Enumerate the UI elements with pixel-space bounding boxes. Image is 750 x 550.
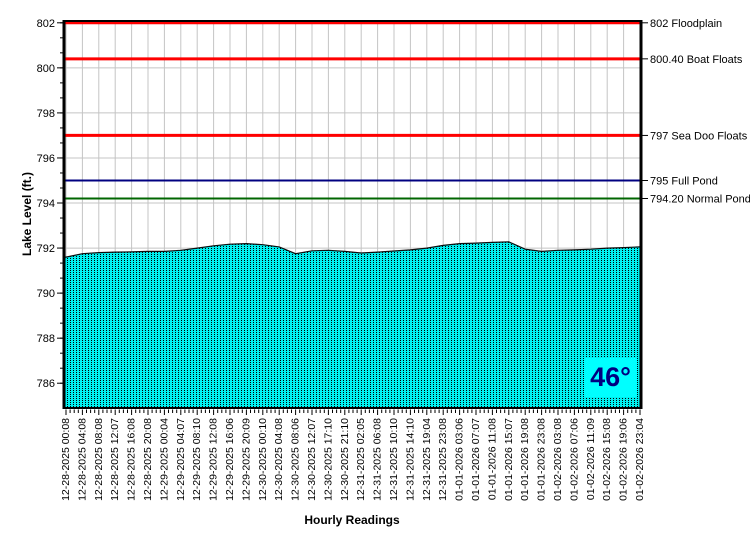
- x-axis-tick-label: 12-28-2025 16:08: [126, 418, 138, 501]
- x-axis-tick-label: 12-29-2025 08:10: [191, 418, 203, 501]
- x-axis-tick-label: 12-28-2025 04:08: [76, 418, 88, 501]
- x-axis-tick-label: 12-29-2025 04:07: [175, 418, 187, 501]
- x-axis-tick-label: 01-02-2026 19:06: [618, 418, 630, 501]
- x-axis-tick-label: 12-31-2025 06:08: [372, 418, 384, 501]
- x-axis-tick-label: 01-01-2026 15:07: [503, 418, 515, 501]
- x-axis-tick-label: 12-31-2025 19:04: [421, 418, 433, 501]
- x-axis-tick-label: 01-01-2026 03:06: [454, 418, 466, 501]
- temperature-badge: 46°: [584, 358, 637, 397]
- y-axis-tick-label: 802: [37, 18, 55, 30]
- y-axis-tick-label: 796: [37, 153, 55, 165]
- x-axis-tick-label: 12-31-2025 10:10: [388, 418, 400, 501]
- y-axis-tick-label: 786: [37, 378, 55, 390]
- x-axis-tick-label: 01-01-2026 23:08: [536, 418, 548, 501]
- x-axis-tick-label: 12-28-2025 20:08: [142, 418, 154, 501]
- x-axis-tick-label: 12-31-2025 14:10: [404, 418, 416, 501]
- x-axis-tick-label: 12-29-2025 16:06: [224, 418, 236, 501]
- x-axis-tick-label: 12-30-2025 08:06: [290, 418, 302, 501]
- x-axis-tick-label: 01-01-2026 19:08: [519, 418, 531, 501]
- reference-line-label: 802 Floodplain: [650, 18, 722, 30]
- x-axis-tick-label: 12-30-2025 04:08: [273, 418, 285, 501]
- y-axis-tick-label: 798: [37, 108, 55, 120]
- y-axis-tick-label: 794: [37, 198, 55, 210]
- reference-line-label: 794.20 Normal Pond: [650, 194, 750, 206]
- y-axis-title: Lake Level (ft.): [20, 171, 34, 257]
- x-axis-tick-label: 12-28-2025 08:08: [93, 418, 105, 501]
- y-axis-tick-label: 792: [37, 243, 55, 255]
- x-axis-tick-label: 12-31-2025 23:08: [437, 418, 449, 501]
- x-axis-tick-label: 12-28-2025 00:08: [60, 418, 72, 501]
- reference-line-label: 795 Full Pond: [650, 175, 718, 187]
- x-axis-tick-label: 12-30-2025 12:07: [306, 418, 318, 501]
- x-axis-tick-label: 01-01-2026 11:08: [486, 418, 498, 500]
- y-axis-tick-label: 800: [37, 63, 55, 75]
- x-axis-tick-label: 12-29-2025 12:08: [208, 418, 220, 501]
- x-axis-tick-label: 12-29-2025 20:09: [240, 418, 252, 501]
- x-axis-tick-label: 01-02-2026 11:09: [585, 418, 597, 500]
- x-axis-tick-label: 12-31-2025 02:05: [355, 418, 367, 501]
- x-axis-tick-label: 12-30-2025 21:10: [339, 418, 351, 501]
- x-axis-tick-label: 12-28-2025 12:07: [109, 418, 121, 501]
- x-axis-tick-label: 01-02-2026 15:08: [601, 418, 613, 501]
- x-axis-tick-label: 01-01-2026 07:07: [470, 418, 482, 501]
- x-axis-title: Hourly Readings: [304, 513, 400, 527]
- reference-line-label: 797 Sea Doo Floats: [650, 130, 748, 142]
- x-axis-tick-label: 12-30-2025 17:10: [322, 418, 334, 501]
- x-axis-tick-label: 01-02-2026 07:06: [568, 418, 580, 501]
- y-axis-tick-label: 790: [37, 288, 55, 300]
- x-axis-tick-label: 12-30-2025 00:10: [257, 418, 269, 501]
- lake-level-area: [64, 241, 641, 408]
- x-axis-tick-label: 12-29-2025 00:04: [158, 418, 170, 501]
- y-axis-tick-label: 788: [37, 333, 55, 345]
- x-axis-tick-label: 01-02-2026 03:08: [552, 418, 564, 501]
- lake-level-area-edge: [64, 241, 641, 258]
- x-axis-tick-label: 01-02-2026 23:04: [634, 418, 646, 501]
- reference-line-label: 800.40 Boat Floats: [650, 54, 743, 66]
